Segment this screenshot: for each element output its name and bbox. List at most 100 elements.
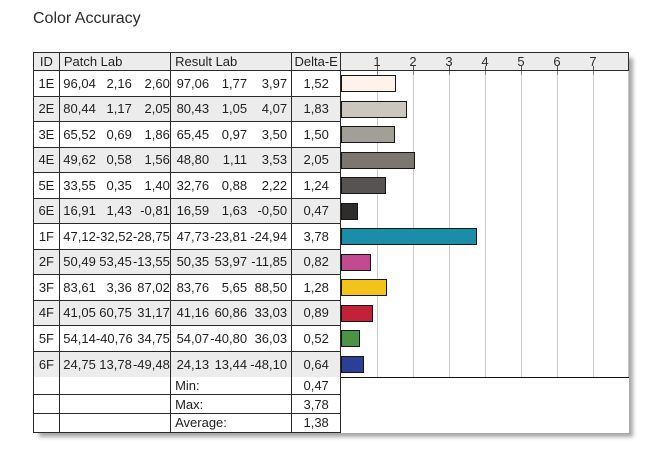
summary-label: Min:	[171, 377, 293, 395]
cell-delta-e: 2,05	[303, 152, 329, 168]
grid-tick-dash	[593, 71, 594, 75]
table-row: 2E 80,44 1,17 2,05 80,43 1,05 4,07 1,83	[34, 96, 340, 123]
lab-value: -49,48	[132, 356, 170, 372]
lab-value: 3,36	[106, 279, 132, 295]
lab-value: -24,94	[250, 228, 288, 244]
cell-result-lab: 47,73 -23,81 -24,94	[171, 224, 293, 249]
cell-result-lab: 80,43 1,05 4,07	[171, 96, 293, 122]
lab-value: 1,77	[221, 75, 248, 91]
grid-tick-dash	[485, 71, 486, 75]
axis-tick-label: 5	[517, 54, 525, 69]
cell-patch-lab: 50,49 53,45 -13,55	[60, 249, 172, 275]
lab-value: 13,78	[99, 356, 132, 372]
lab-value: -11,85	[251, 254, 288, 270]
lab-value: 3,50	[261, 126, 288, 142]
cell-result-lab: 65,45 0,97 3,50	[171, 122, 293, 147]
grid-line	[413, 71, 414, 377]
grid-line	[521, 71, 522, 377]
cell-patch-id: 1E	[34, 71, 60, 96]
cell-delta-e: 1,24	[303, 177, 329, 193]
lab-value: -40,80	[210, 330, 248, 346]
summary-row: Min: 0,47	[34, 377, 340, 396]
lab-value: 31,17	[137, 305, 170, 321]
cell-patch-lab: 54,14 -40,76 34,75	[60, 326, 172, 351]
lab-value: -13,55	[132, 254, 170, 270]
cell-patch-lab: 83,61 3,36 87,02	[60, 275, 172, 300]
grid-tick-dash	[377, 71, 378, 75]
table-row: 1F 47,12 -32,52 -28,75 47,73 -23,81 -24,94 3,78	[34, 224, 340, 250]
table-header-row: ID Patch Lab Result Lab Delta-E	[34, 53, 340, 72]
delta-e-bar	[341, 203, 358, 220]
lab-value: 2,22	[261, 177, 288, 193]
cell-patch-id: 5E	[34, 173, 60, 198]
cell-patch-id: 6E	[34, 198, 60, 224]
delta-e-bar	[341, 101, 407, 118]
lab-value: 80,44	[63, 101, 96, 117]
lab-value: 83,76	[176, 279, 210, 295]
axis-tick-label: 2	[409, 54, 417, 69]
cell-patch-id: 5F	[34, 326, 60, 351]
lab-value: 65,52	[63, 126, 96, 142]
summary-empty-patch	[60, 395, 172, 413]
summary-value: 0,47	[303, 378, 329, 394]
delta-e-bar	[341, 152, 415, 169]
lab-value: 1,43	[106, 203, 132, 219]
grid-line	[377, 71, 378, 377]
axis-tick-mark	[521, 66, 522, 70]
grid-tick-dash	[449, 71, 450, 75]
lab-value: -0,81	[140, 203, 170, 219]
color-accuracy-table: ID Patch Lab Result Lab Delta-E 1E 96,04 2…	[33, 52, 341, 433]
lab-value: -23,81	[210, 228, 248, 244]
summary-empty-id	[34, 395, 60, 413]
summary-label: Max:	[171, 395, 293, 413]
lab-value: 13,44	[214, 356, 248, 372]
cell-patch-lab: 16,91 1,43 -0,81	[60, 198, 172, 224]
cell-result-lab: 50,35 53,97 -11,85	[171, 249, 293, 275]
axis-tick-label: 3	[445, 54, 453, 69]
cell-patch-id: 1F	[34, 224, 60, 249]
lab-value: 1,05	[221, 101, 248, 117]
lab-value: 65,45	[176, 126, 210, 142]
lab-value: 1,86	[144, 126, 170, 142]
lab-value: 60,86	[214, 305, 248, 321]
lab-value: 0,88	[221, 177, 248, 193]
chart-axis-header: 1 2 3 4 5 6 7	[341, 52, 629, 71]
delta-e-bar	[341, 330, 360, 347]
lab-value: 0,58	[106, 152, 132, 168]
lab-value: 5,65	[221, 279, 248, 295]
lab-value: 1,40	[144, 177, 170, 193]
summary-empty-patch	[60, 413, 172, 432]
lab-value: 2,05	[144, 101, 170, 117]
axis-tick-label: 4	[481, 54, 489, 69]
summary-empty-patch	[60, 377, 172, 395]
table-row: 6E 16,91 1,43 -0,81 16,59 1,63 -0,50 0,47	[34, 198, 340, 225]
axis-tick-mark	[593, 66, 594, 70]
axis-tick-label: 1	[373, 54, 381, 69]
cell-delta-e: 0,89	[303, 305, 329, 321]
cell-patch-lab: 41,05 60,75 31,17	[60, 300, 172, 326]
grid-line	[593, 71, 594, 377]
cell-patch-id: 4F	[34, 300, 60, 326]
cell-result-lab: 24,13 13,44 -48,10	[171, 351, 293, 378]
lab-value: 34,75	[137, 330, 170, 346]
lab-value: 3,97	[261, 75, 288, 91]
lab-value: 33,55	[63, 177, 96, 193]
lab-value: 50,49	[63, 254, 96, 270]
cell-result-lab: 32,76 0,88 2,22	[171, 173, 293, 198]
table-row: 6F 24,75 13,78 -49,48 24,13 13,44 -48,10 0,64	[34, 351, 340, 378]
cell-result-lab: 83,76 5,65 88,50	[171, 275, 293, 300]
cell-delta-e: 1,52	[303, 75, 329, 91]
cell-delta-e: 0,64	[303, 356, 329, 372]
lab-value: 54,07	[176, 330, 210, 346]
col-header-id: ID	[34, 53, 60, 71]
table-row: 3E 65,52 0,69 1,86 65,45 0,97 3,50 1,50	[34, 122, 340, 148]
cell-patch-id: 3E	[34, 122, 60, 147]
cell-patch-id: 3F	[34, 275, 60, 300]
lab-value: 1,11	[222, 152, 248, 168]
lab-value: 96,04	[63, 75, 96, 91]
grid-tick-dash	[521, 71, 522, 75]
summary-value: 1,38	[303, 415, 329, 431]
lab-value: -0,50	[257, 203, 288, 219]
cell-patch-id: 4E	[34, 147, 60, 173]
cell-delta-e: 0,82	[303, 254, 329, 270]
